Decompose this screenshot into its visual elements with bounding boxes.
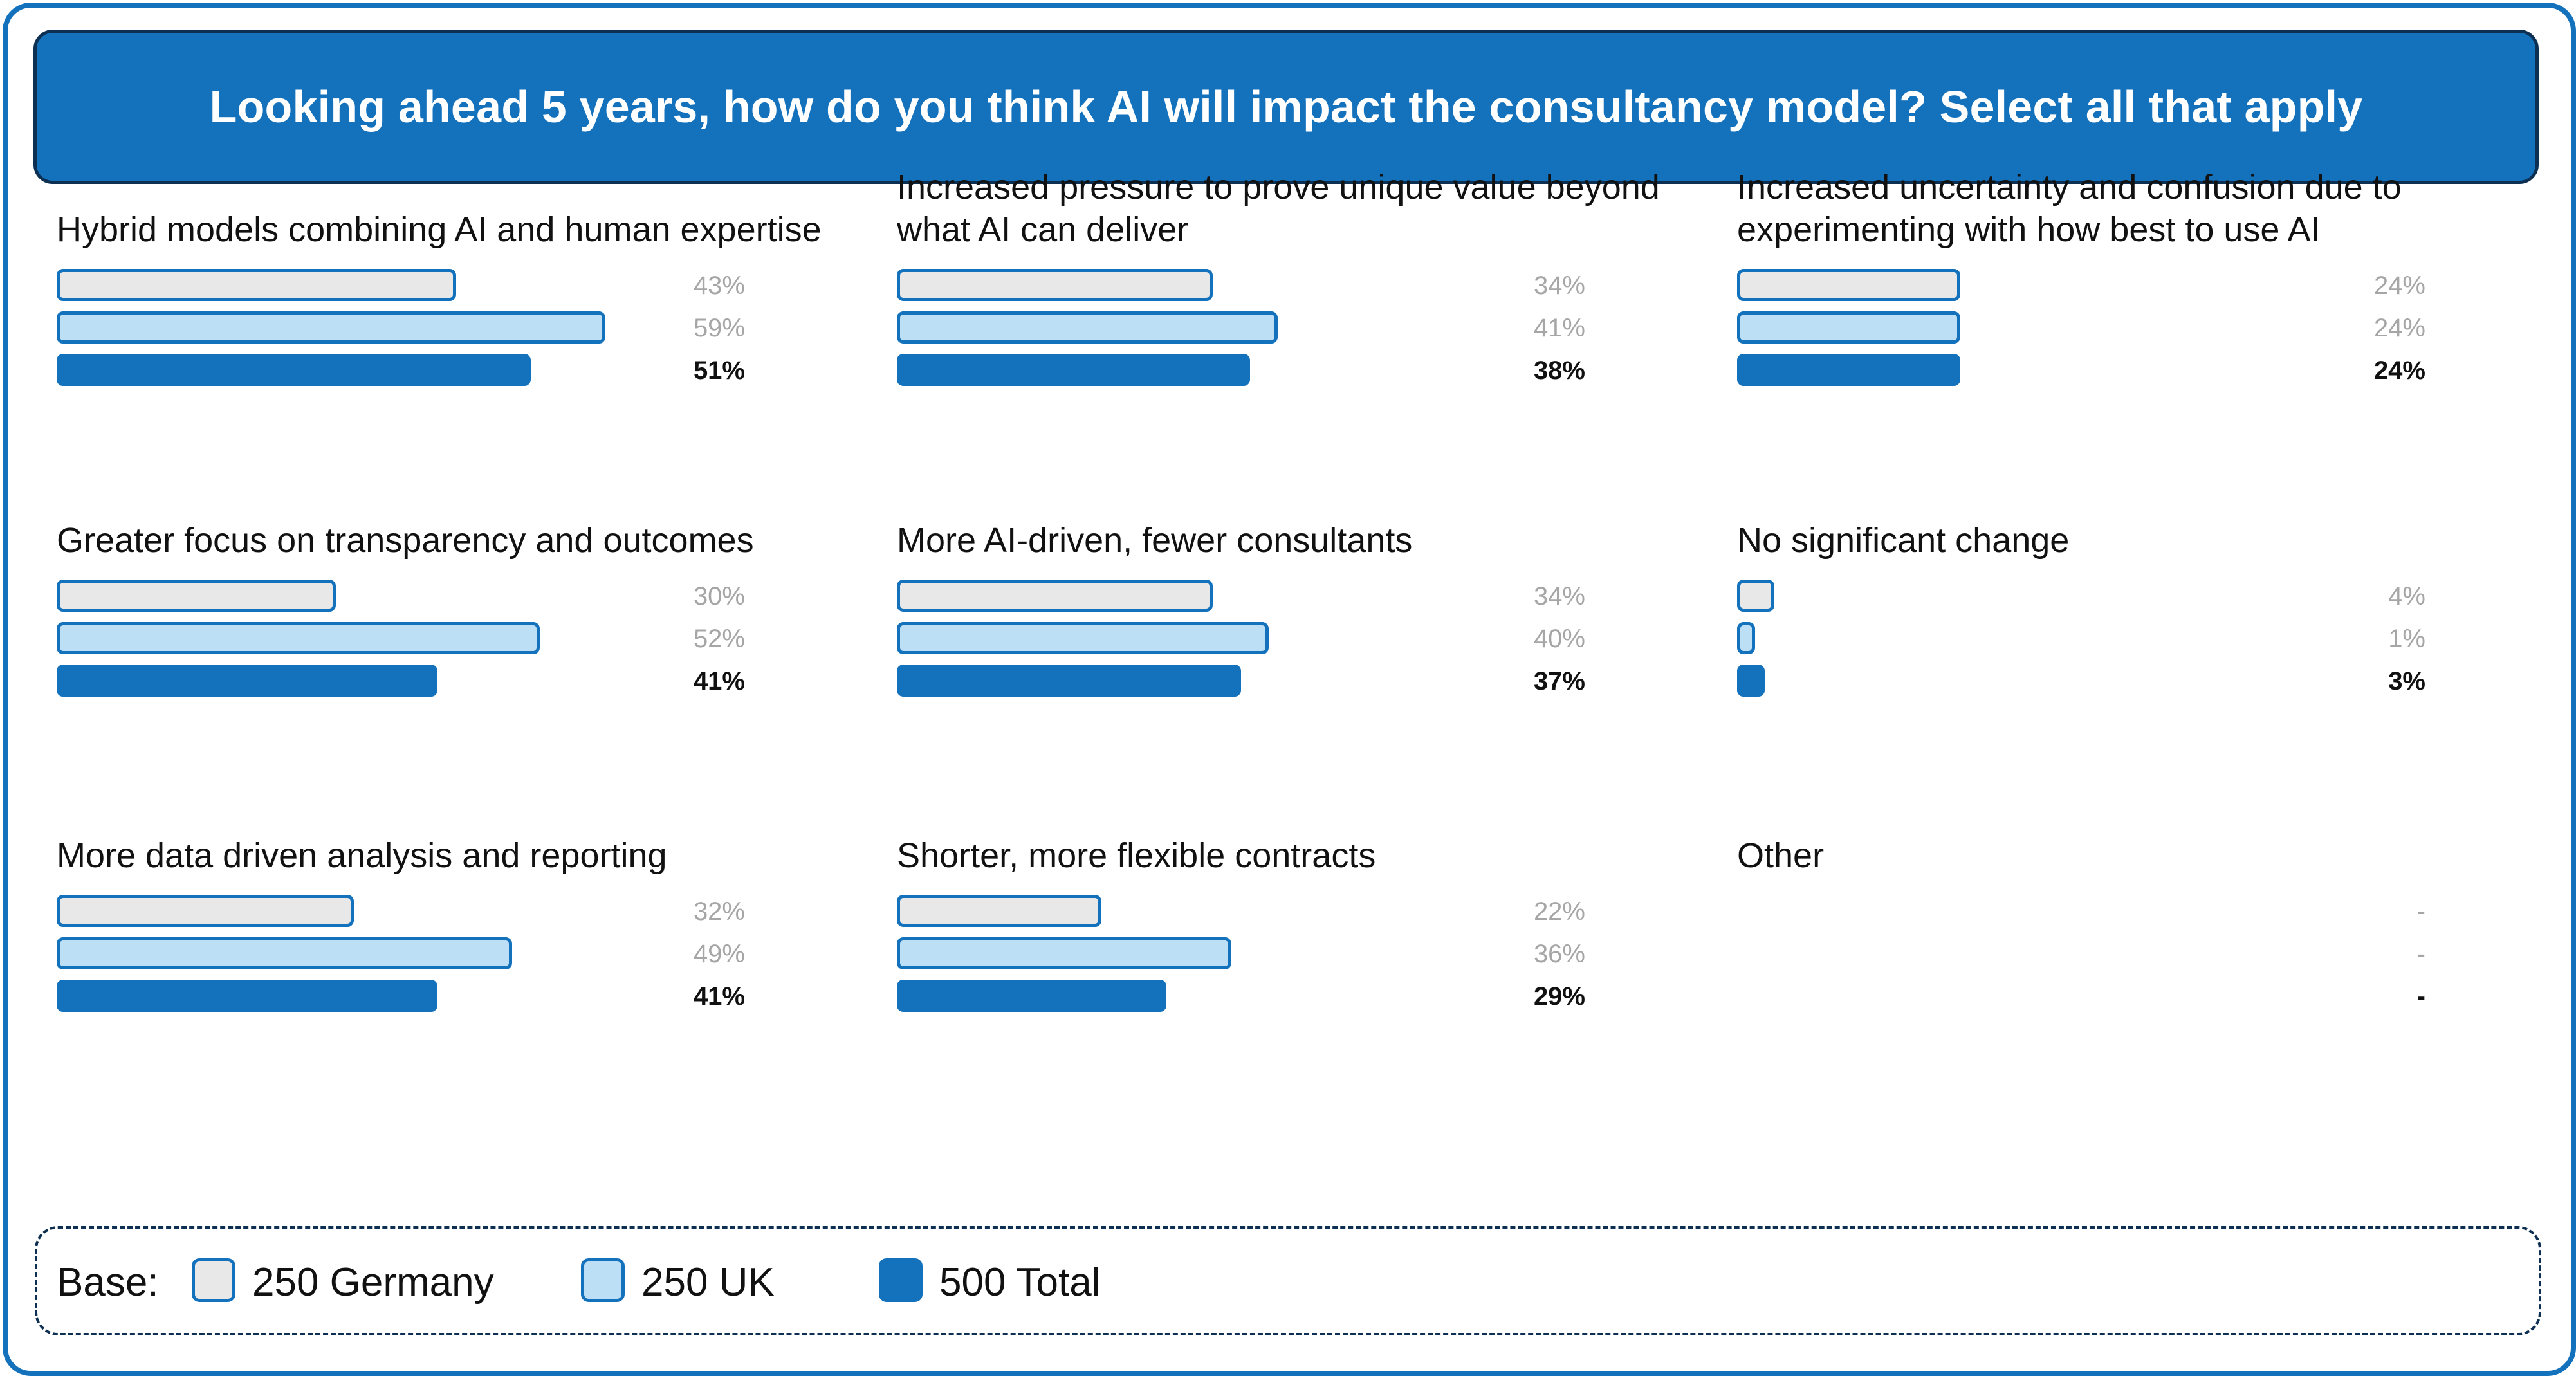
data-label-total: 29%: [1533, 982, 1585, 1011]
chart-header: Looking ahead 5 years, how do you think …: [33, 30, 2539, 184]
data-label-total: -: [2416, 982, 2425, 1011]
bar-uk: [57, 937, 513, 969]
panel-label: Greater focus on transparency and outcom…: [57, 521, 754, 560]
bar-total: [1737, 354, 1960, 386]
legend-swatch-germany: [192, 1258, 235, 1302]
bar-total: [57, 980, 438, 1012]
panel-label: Increased pressure to prove unique value…: [897, 168, 1660, 249]
bar-uk: [57, 622, 540, 654]
legend-label-total: 500 Total: [939, 1260, 1101, 1305]
chart-title: Looking ahead 5 years, how do you think …: [209, 82, 2363, 132]
legend-title: Base:: [57, 1260, 159, 1305]
panel-label: Other: [1737, 836, 1825, 875]
chart-panel: Increased pressure to prove unique value…: [897, 154, 1695, 425]
data-label-uk: 36%: [1533, 940, 1585, 968]
bar-total: [897, 980, 1167, 1012]
data-label-total: 3%: [2388, 667, 2425, 695]
bar-total: [57, 354, 531, 386]
data-label-uk: 41%: [1533, 314, 1585, 342]
data-label-germany: 43%: [693, 271, 745, 300]
bar-total: [57, 665, 438, 697]
bar-germany: [897, 269, 1213, 301]
panel-label: No significant change: [1737, 521, 2070, 560]
data-label-uk: 52%: [693, 625, 745, 653]
bar-total: [897, 665, 1241, 697]
bar-uk: [57, 311, 605, 344]
chart-panel: Hybrid models combining AI and human exp…: [57, 154, 854, 425]
legend-swatch-total: [879, 1258, 923, 1302]
data-label-uk: -: [2416, 940, 2425, 968]
bar-germany: [57, 895, 354, 927]
chart-panel: Other - - -: [1737, 780, 2535, 1050]
data-label-germany: 4%: [2388, 582, 2425, 610]
data-label-germany: 22%: [1533, 897, 1585, 926]
panel-label: Shorter, more flexible contracts: [897, 836, 1376, 875]
data-label-germany: 30%: [693, 582, 745, 610]
legend-label-germany: 250 Germany: [252, 1260, 494, 1305]
legend-label-uk: 250 UK: [641, 1260, 775, 1305]
panel-label: Hybrid models combining AI and human exp…: [57, 210, 822, 249]
data-label-total: 41%: [693, 982, 745, 1011]
chart-panel: Increased uncertainty and confusion due …: [1737, 154, 2535, 425]
data-label-total: 37%: [1533, 667, 1585, 695]
panel-label: More AI-driven, fewer consultants: [897, 521, 1413, 560]
bar-germany: [897, 895, 1101, 927]
data-label-germany: 32%: [693, 897, 745, 926]
bar-germany: [1737, 269, 1960, 301]
bar-uk: [897, 311, 1278, 344]
data-label-uk: 24%: [2373, 314, 2425, 342]
data-label-uk: 49%: [693, 940, 745, 968]
data-label-uk: 40%: [1533, 625, 1585, 653]
data-label-germany: 34%: [1533, 271, 1585, 300]
chart-panel: Shorter, more flexible contracts 22% 36% 29…: [897, 780, 1695, 1050]
data-label-germany: 34%: [1533, 582, 1585, 610]
bar-total: [1737, 665, 1765, 697]
data-label-germany: 24%: [2373, 271, 2425, 300]
chart-panel: No significant change 4% 1% 3%: [1737, 465, 2535, 735]
data-label-total: 41%: [693, 667, 745, 695]
data-label-uk: 1%: [2388, 625, 2425, 653]
data-label-uk: 59%: [693, 314, 745, 342]
data-label-total: 38%: [1533, 356, 1585, 385]
bar-germany: [57, 269, 457, 301]
bar-germany: [897, 580, 1213, 612]
bar-uk: [1737, 622, 1755, 654]
chart-panel: More AI-driven, fewer consultants 34% 40% 3…: [897, 465, 1695, 735]
chart-panel: Greater focus on transparency and outcom…: [57, 465, 854, 735]
panel-label: Increased uncertainty and confusion due …: [1737, 168, 2402, 249]
data-label-germany: -: [2416, 897, 2425, 926]
data-label-total: 24%: [2373, 356, 2425, 385]
bar-uk: [897, 937, 1232, 969]
bar-uk: [1737, 311, 1960, 344]
bar-total: [897, 354, 1251, 386]
chart-panel: More data driven analysis and reporting 3…: [57, 780, 854, 1050]
panel-label: More data driven analysis and reporting: [57, 836, 667, 875]
bar-germany: [57, 580, 336, 612]
legend-swatch-uk: [581, 1258, 625, 1302]
data-label-total: 51%: [693, 356, 745, 385]
bar-uk: [897, 622, 1269, 654]
legend: Base: 250 Germany 250 UK 500 Total: [35, 1226, 2541, 1335]
bar-germany: [1737, 580, 1774, 612]
